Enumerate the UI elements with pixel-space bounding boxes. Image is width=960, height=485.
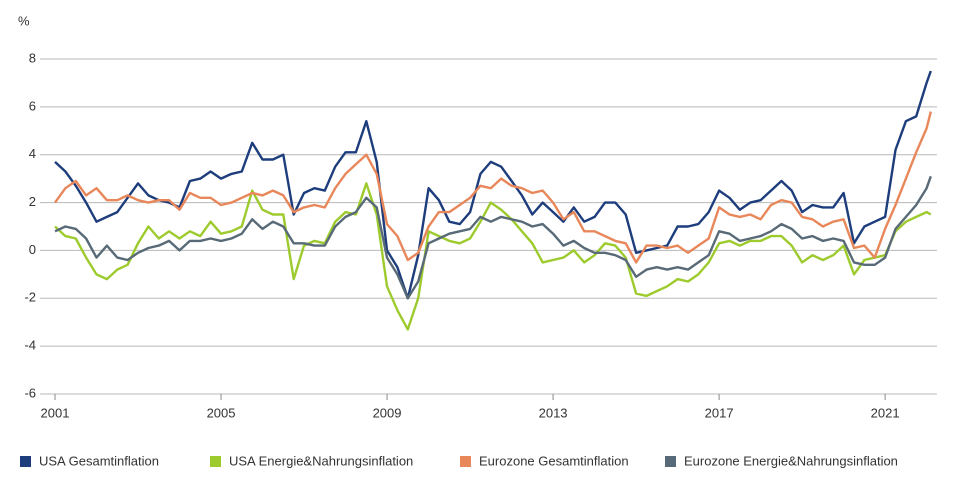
- y-axis-label: %: [18, 13, 30, 28]
- legend-label: Eurozone Gesamtinflation: [479, 453, 629, 468]
- x-tick-label: 2005: [207, 405, 236, 420]
- x-tick-label: 2009: [373, 405, 402, 420]
- series-line: [54, 182, 932, 331]
- legend-label: Eurozone Energie&Nahrungsinflation: [684, 453, 898, 468]
- y-tick-label: -4: [24, 338, 36, 353]
- x-tick-label: 2021: [871, 405, 900, 420]
- legend-swatch: [20, 456, 31, 467]
- y-tick-label: -2: [24, 290, 36, 305]
- series-line: [54, 70, 932, 300]
- legend-label: USA Energie&Nahrungsinflation: [229, 453, 413, 468]
- y-tick-label: 8: [29, 50, 36, 65]
- y-tick-label: -6: [24, 385, 36, 400]
- y-tick-label: 4: [29, 146, 36, 161]
- legend-swatch: [665, 456, 676, 467]
- y-tick-label: 2: [29, 194, 36, 209]
- x-tick-label: 2001: [41, 405, 70, 420]
- legend-swatch: [210, 456, 221, 467]
- series-line: [54, 175, 932, 300]
- y-tick-label: 0: [29, 242, 36, 257]
- x-tick-label: 2013: [539, 405, 568, 420]
- legend-label: USA Gesamtinflation: [39, 453, 159, 468]
- legend-swatch: [460, 456, 471, 467]
- x-tick-label: 2017: [705, 405, 734, 420]
- series-line: [54, 111, 932, 264]
- y-tick-label: 6: [29, 98, 36, 113]
